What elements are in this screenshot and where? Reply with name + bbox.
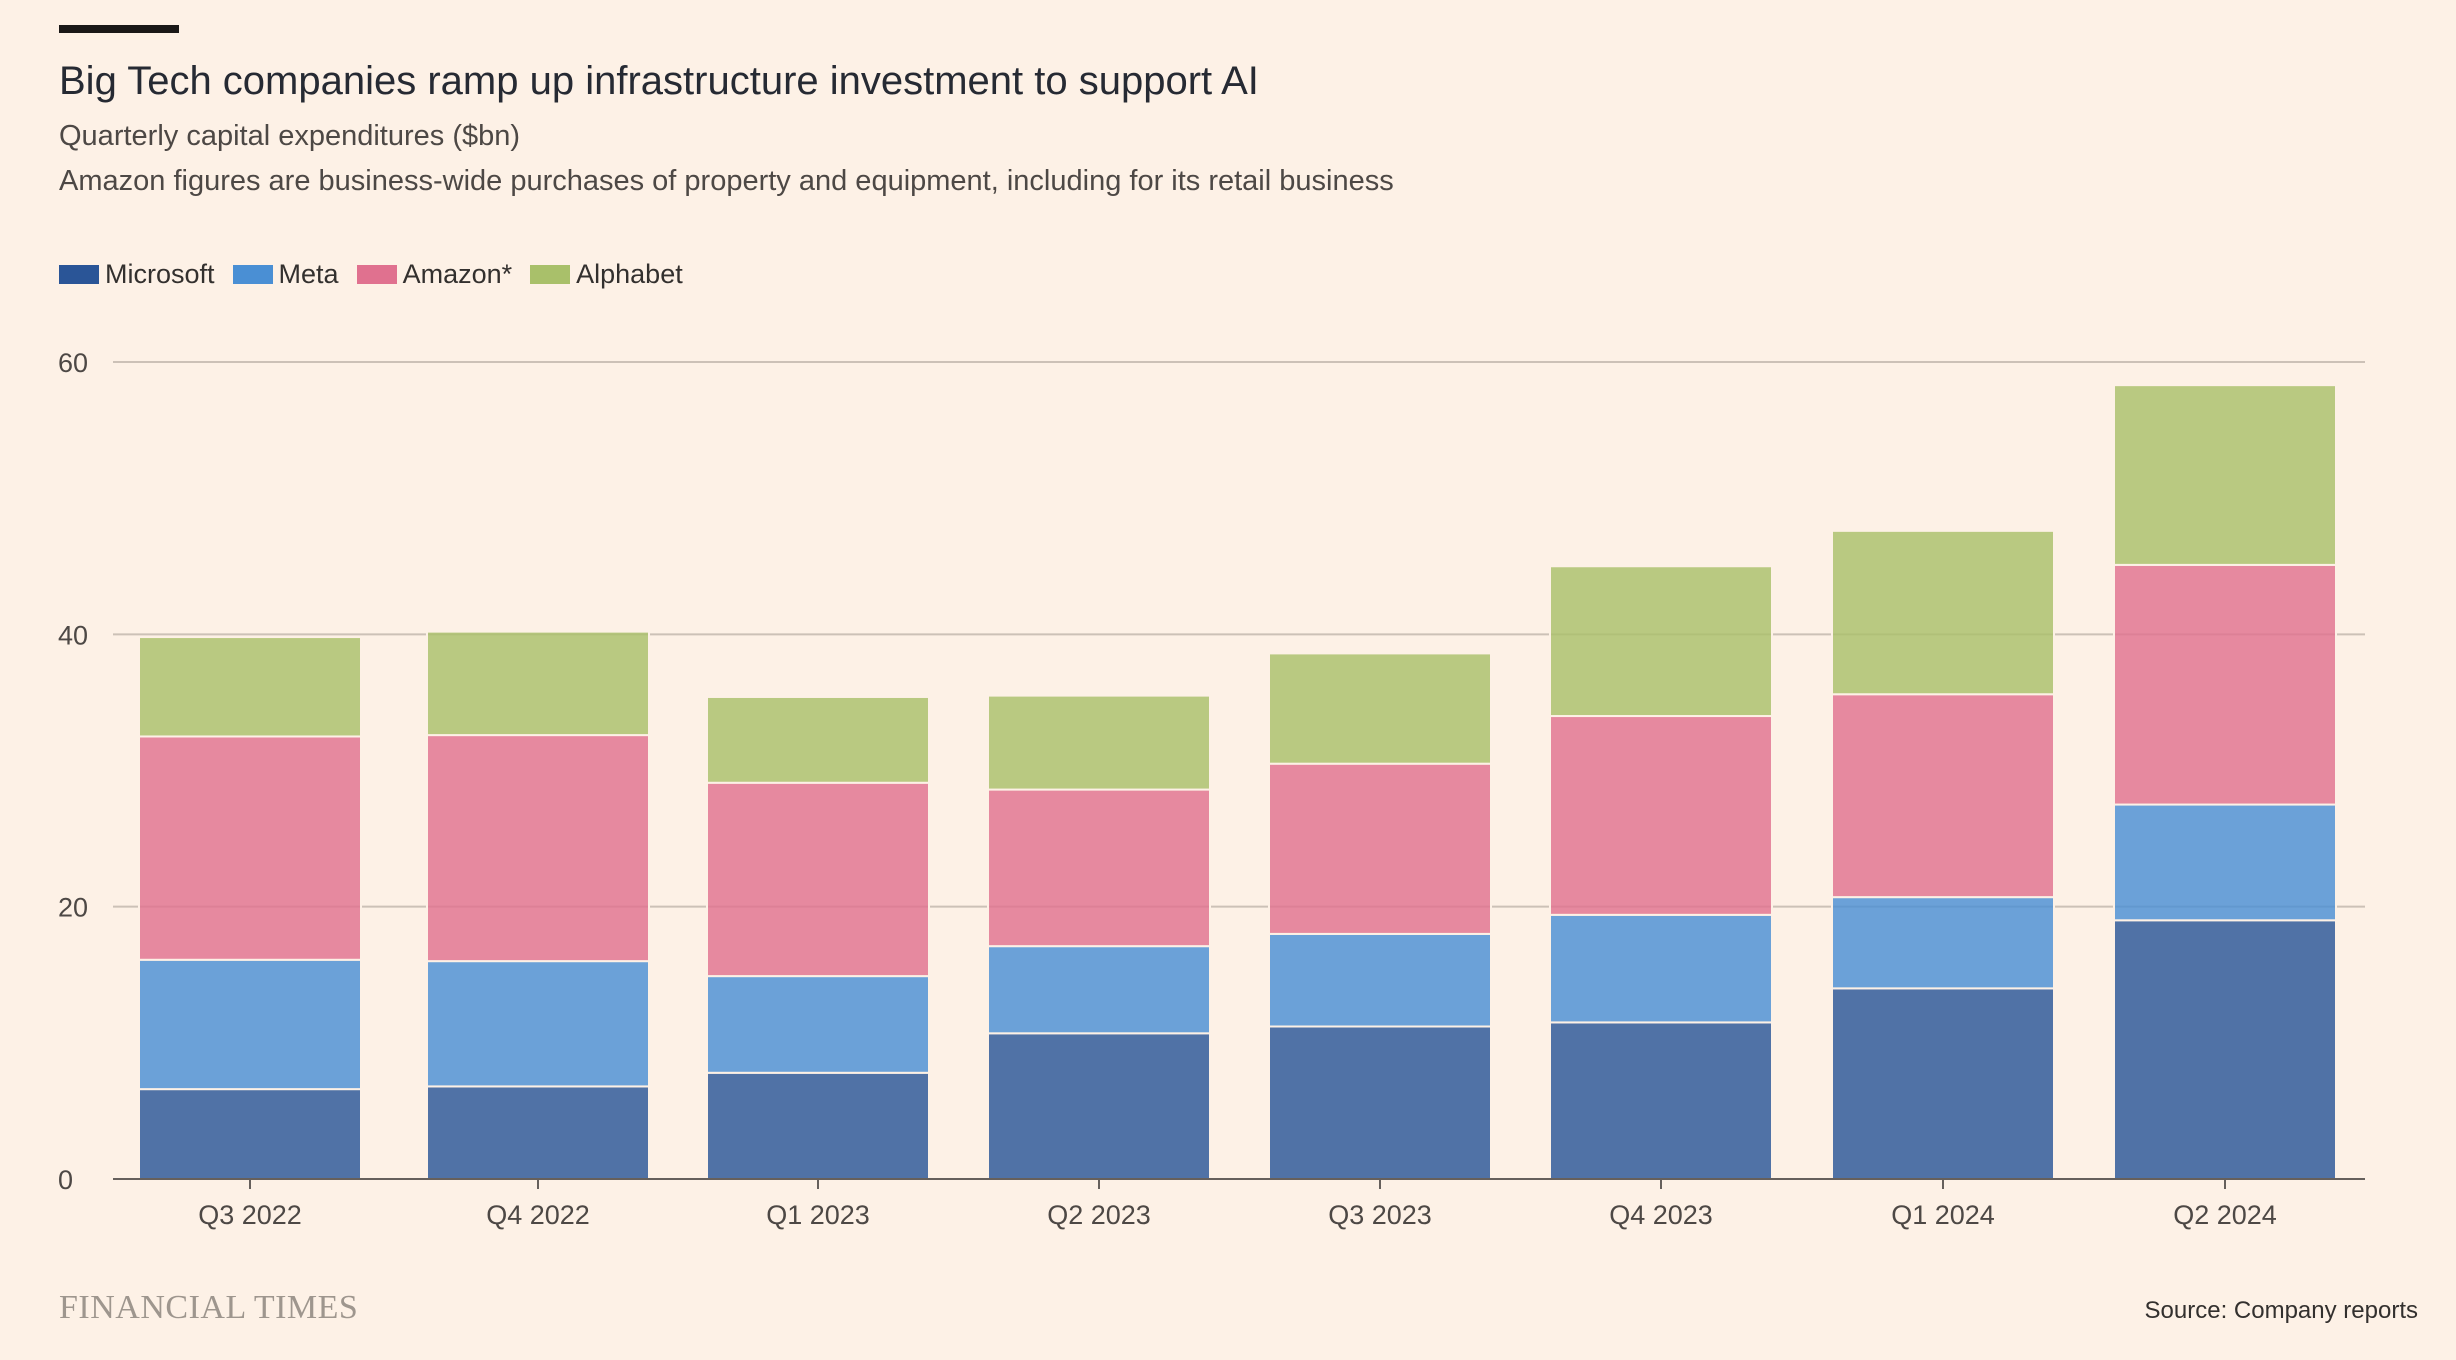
y-tick-label: 40 [58, 620, 88, 650]
bar-amazon-q3-2023 [1268, 762, 1492, 935]
legend-item-alphabet: Alphabet [530, 259, 683, 290]
x-tick-label: Q3 2023 [1328, 1200, 1432, 1230]
legend-item-amazon: Amazon* [356, 258, 513, 290]
x-tick-label: Q2 2023 [1047, 1200, 1151, 1230]
legend-label-amazon: Amazon* [402, 258, 513, 289]
legend-label-meta: Meta [278, 258, 339, 289]
source-note: Source: Company reports [2144, 1297, 2418, 1324]
legend-swatch-alphabet [530, 264, 571, 284]
bar-alphabet-q1-2023 [706, 695, 930, 784]
bar-alphabet-q2-2024 [2113, 384, 2337, 566]
bar-meta-q1-2023 [706, 975, 930, 1074]
top-rule [59, 25, 179, 33]
x-tick-label: Q4 2023 [1609, 1200, 1713, 1230]
x-tick-label: Q4 2022 [486, 1200, 590, 1230]
bar-chart: 0 20 40 60 Q3 2022 Q4 2022 Q1 2023 Q2 2023 Q3 20… [58, 348, 2365, 1230]
bar-meta-q1-2024 [1831, 896, 2055, 990]
x-tick-label: Q2 2024 [2173, 1200, 2277, 1230]
bar-amazon-q4-2023 [1549, 715, 1773, 916]
bar-meta-q3-2022 [138, 958, 362, 1091]
legend-swatch-meta [232, 264, 273, 284]
bar-microsoft-q1-2023 [706, 1071, 930, 1181]
ft-logo: FINANCIAL TIMES [59, 1289, 359, 1326]
x-tick-label: Q3 2022 [198, 1200, 302, 1230]
bar-microsoft-q2-2023 [987, 1032, 1211, 1180]
legend-item-meta: Meta [232, 258, 339, 290]
legend: Microsoft Meta Amazon* Alphabet [59, 256, 701, 292]
bar-meta-q4-2023 [1549, 913, 1773, 1024]
y-tick-label: 20 [58, 893, 88, 923]
legend-label-microsoft: Microsoft [105, 258, 215, 289]
bar-amazon-q3-2022 [138, 735, 362, 961]
bar-amazon-q1-2023 [706, 781, 930, 978]
bar-microsoft-q2-2024 [2113, 919, 2337, 1180]
bar-microsoft-q4-2022 [426, 1085, 650, 1180]
legend-swatch-microsoft [59, 264, 99, 284]
bar-alphabet-q2-2023 [987, 694, 1211, 791]
bar-meta-q2-2024 [2113, 803, 2337, 922]
x-tick-label: Q1 2024 [1891, 1200, 1995, 1230]
x-tick-label: Q1 2023 [766, 1200, 870, 1230]
legend-item-microsoft: Microsoft [59, 259, 215, 290]
bar-amazon-q1-2024 [1831, 693, 2055, 899]
bar-microsoft-q3-2023 [1268, 1025, 1492, 1180]
legend-swatch-amazon [356, 264, 397, 284]
chart-subtitle: Quarterly capital expenditures ($bn) [59, 120, 521, 152]
bar-alphabet-q4-2022 [426, 630, 650, 737]
bar-meta-q2-2023 [987, 945, 1211, 1035]
bar-microsoft-q3-2022 [138, 1088, 362, 1181]
y-tick-label: 0 [58, 1165, 73, 1195]
bar-amazon-q2-2024 [2113, 563, 2337, 806]
y-tick-label: 60 [58, 348, 88, 378]
bar-alphabet-q3-2022 [138, 636, 362, 738]
bar-alphabet-q3-2023 [1268, 652, 1492, 765]
bar-microsoft-q1-2024 [1831, 987, 2055, 1180]
bar-microsoft-q4-2023 [1549, 1021, 1773, 1180]
bar-meta-q3-2023 [1268, 932, 1492, 1028]
bar-alphabet-q1-2024 [1831, 529, 2055, 696]
chart-title: Big Tech companies ramp up infrastructur… [59, 59, 1259, 103]
bar-amazon-q2-2023 [987, 788, 1211, 948]
bar-amazon-q4-2022 [426, 734, 650, 963]
bar-meta-q4-2022 [426, 960, 650, 1088]
bar-alphabet-q4-2023 [1549, 565, 1773, 718]
legend-label-alphabet: Alphabet [576, 258, 683, 289]
chart-note: Amazon figures are business-wide purchas… [59, 165, 1394, 197]
